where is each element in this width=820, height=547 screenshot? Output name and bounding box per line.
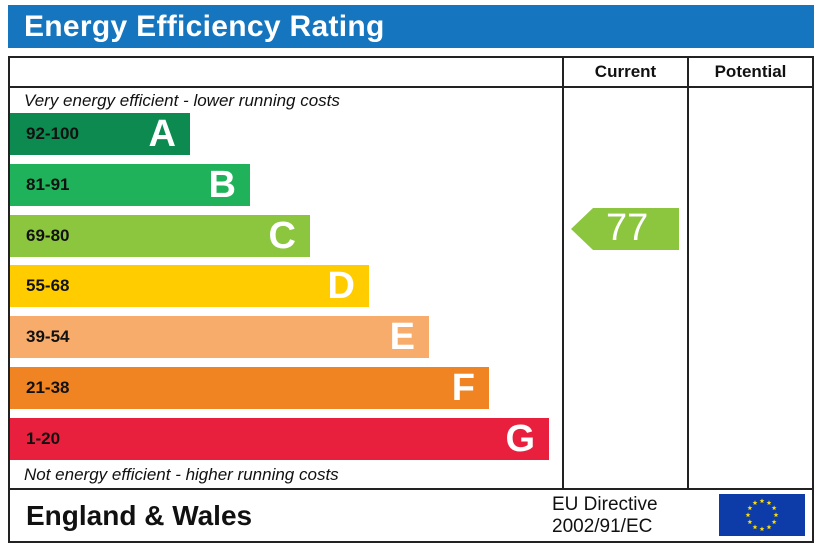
eu-flag-icon <box>719 494 805 536</box>
title-bar: Energy Efficiency Rating <box>8 5 814 48</box>
eu-star-icon <box>747 505 753 511</box>
region-label: England & Wales <box>26 500 253 531</box>
band-letter: A <box>148 113 176 155</box>
eu-directive-line1: EU Directive <box>552 494 658 515</box>
band-range-label: 81-91 <box>26 175 70 194</box>
band-range-label: 55-68 <box>26 276 70 295</box>
eu-directive: EU Directive 2002/91/EC <box>552 494 712 538</box>
eu-star-icon <box>759 526 765 532</box>
band-range-label: 69-80 <box>26 226 70 245</box>
band-letter: F <box>451 367 475 409</box>
eu-star-icon <box>771 519 777 525</box>
eu-directive-line2: 2002/91/EC <box>552 516 653 537</box>
current-rating-arrow-shape <box>571 208 679 250</box>
efficient-note: Very energy efficient - lower running co… <box>24 91 340 110</box>
eu-star-icon <box>745 512 751 518</box>
band-c: 69-80 C <box>10 215 310 257</box>
eu-star-icon <box>773 512 779 518</box>
band-d: 55-68 D <box>10 265 369 307</box>
current-rating-value: 77 <box>606 207 649 249</box>
current-column-divider <box>562 56 564 490</box>
eu-star-icon <box>759 498 765 504</box>
band-a: 92-100 A <box>10 113 190 155</box>
band-letter: G <box>505 418 535 460</box>
band-range-label: 92-100 <box>26 124 79 143</box>
band-f: 21-38 F <box>10 367 489 409</box>
band-letter: D <box>327 265 355 307</box>
band-e: 39-54 E <box>10 316 429 358</box>
band-range-label: 39-54 <box>26 327 70 346</box>
current-rating-arrow <box>571 208 679 250</box>
eu-star-icon <box>766 500 772 505</box>
band-range-label: 1-20 <box>26 429 61 448</box>
header-divider <box>8 86 814 88</box>
potential-column-header: Potential <box>714 62 787 81</box>
eu-star-icon <box>771 505 777 511</box>
inefficient-note: Not energy efficient - higher running co… <box>24 465 339 484</box>
band-letter: E <box>389 316 415 358</box>
band-b: 81-91 B <box>10 164 250 206</box>
band-range-label: 21-38 <box>26 378 70 397</box>
footer-divider <box>8 488 814 490</box>
current-column-header: Current <box>594 62 657 81</box>
potential-column-divider <box>687 56 689 490</box>
eu-star-icon <box>766 524 772 530</box>
rating-frame <box>8 56 814 543</box>
eu-star-icon <box>752 524 758 530</box>
eu-star-icon <box>747 519 753 525</box>
eu-star-icon <box>752 500 758 505</box>
band-g: 1-20 G <box>10 418 549 460</box>
page-title: Energy Efficiency Rating <box>24 10 385 43</box>
band-letter: B <box>208 164 236 206</box>
band-letter: C <box>268 215 296 257</box>
